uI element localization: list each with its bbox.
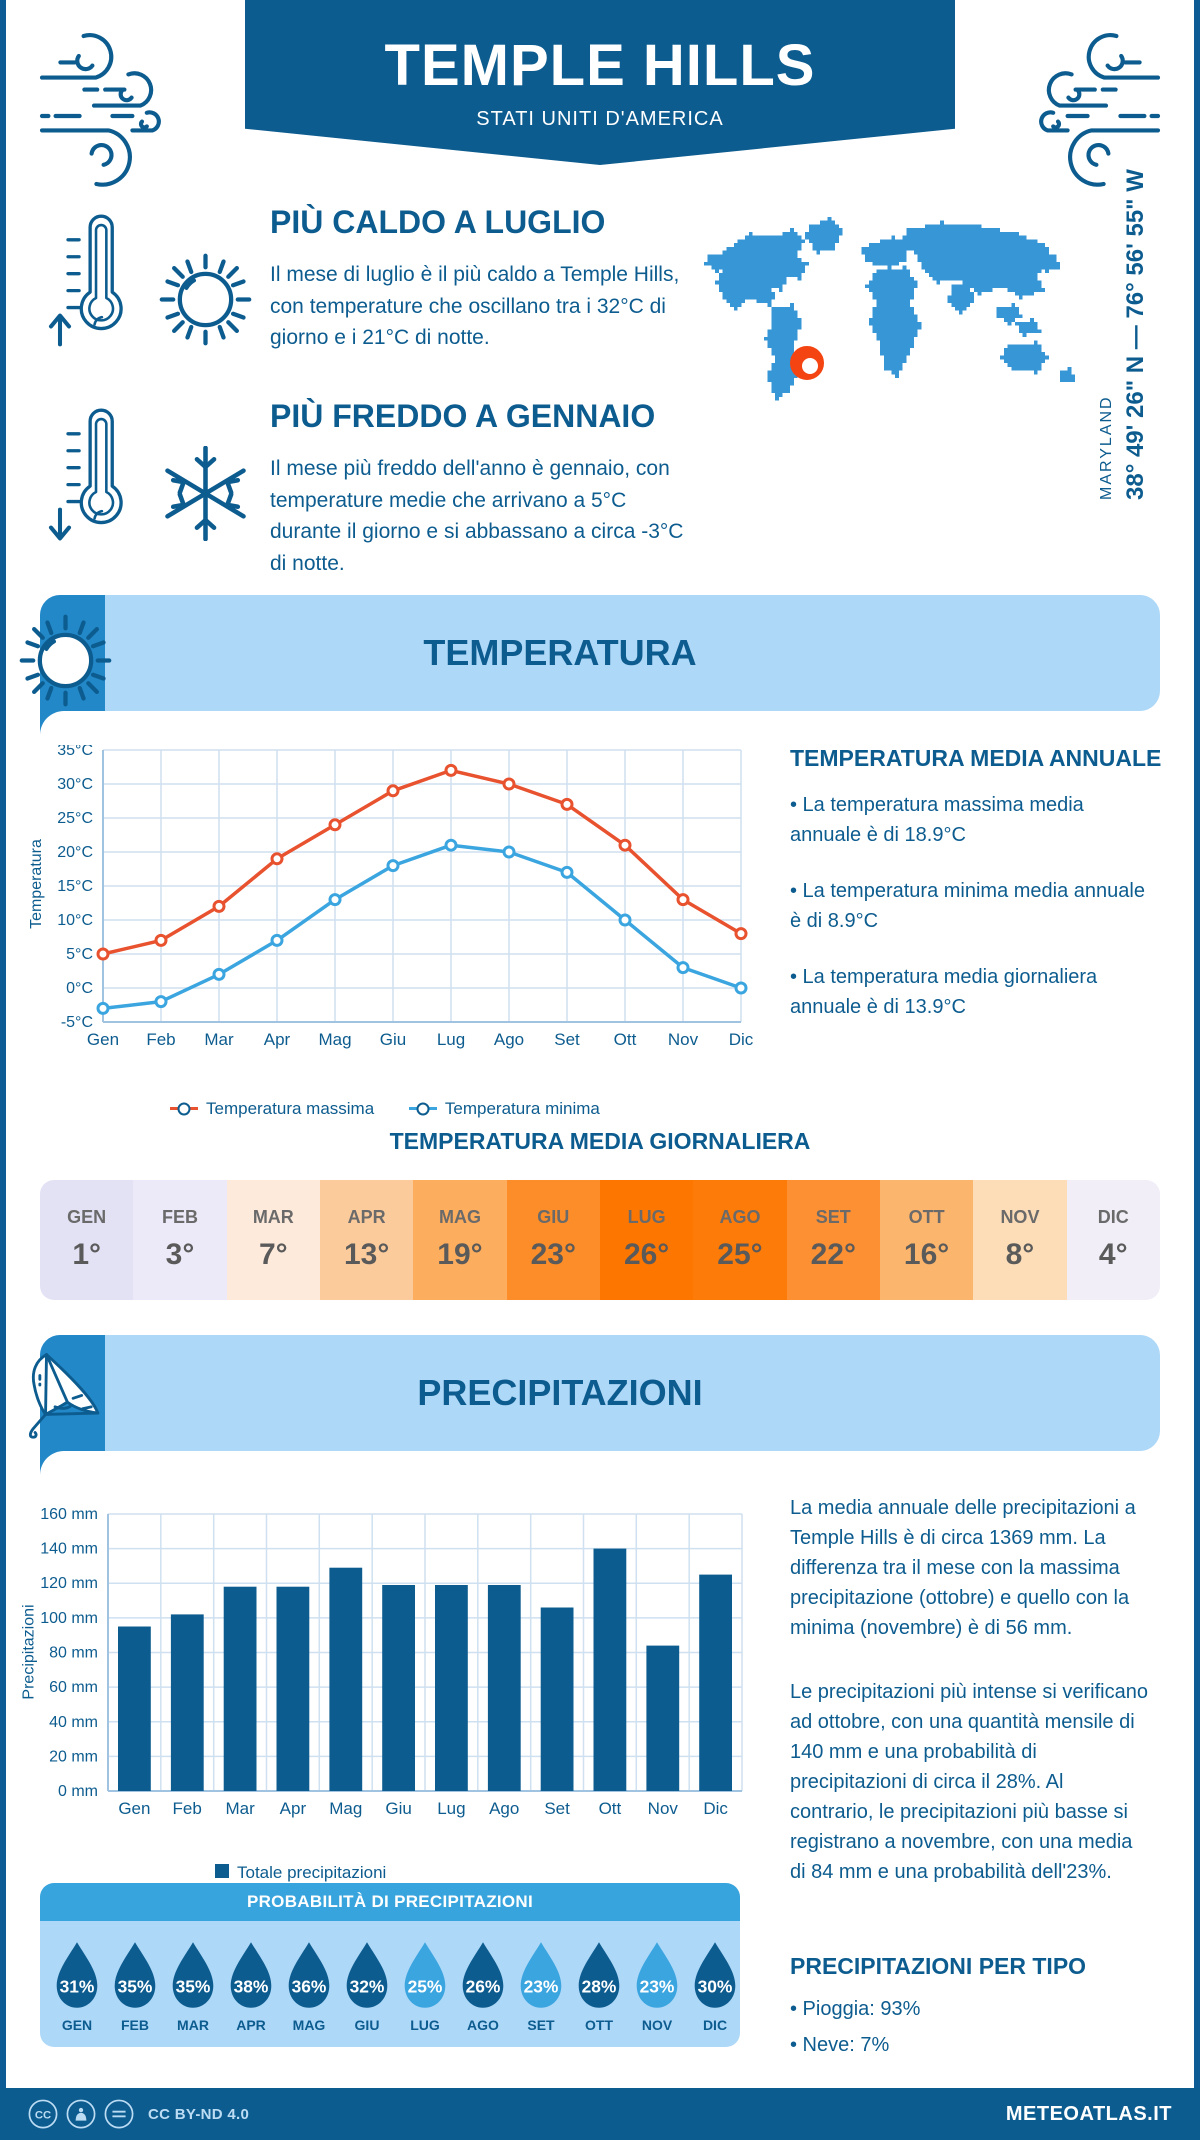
svg-text:Feb: Feb xyxy=(146,1030,175,1049)
svg-text:Lug: Lug xyxy=(437,1799,465,1818)
svg-text:25%: 25% xyxy=(408,1977,443,1997)
svg-text:Apr: Apr xyxy=(264,1030,291,1049)
svg-text:30°C: 30°C xyxy=(57,776,93,793)
svg-text:Mag: Mag xyxy=(329,1799,362,1818)
svg-text:140 mm: 140 mm xyxy=(40,1541,98,1558)
svg-text:0 mm: 0 mm xyxy=(58,1783,98,1800)
svg-text:Nov: Nov xyxy=(668,1030,699,1049)
svg-text:Gen: Gen xyxy=(87,1030,119,1049)
svg-text:Ago: Ago xyxy=(494,1030,524,1049)
svg-text:-5°C: -5°C xyxy=(61,1014,93,1031)
svg-text:Feb: Feb xyxy=(173,1799,202,1818)
svg-text:28%: 28% xyxy=(582,1977,617,1997)
svg-text:Lug: Lug xyxy=(437,1030,465,1049)
svg-text:Dic: Dic xyxy=(703,1799,728,1818)
svg-text:40 mm: 40 mm xyxy=(49,1714,98,1731)
svg-text:30%: 30% xyxy=(698,1977,733,1997)
svg-text:36%: 36% xyxy=(292,1977,327,1997)
svg-text:Mar: Mar xyxy=(204,1030,234,1049)
svg-text:Ott: Ott xyxy=(599,1799,622,1818)
svg-text:20 mm: 20 mm xyxy=(49,1748,98,1765)
svg-text:80 mm: 80 mm xyxy=(49,1645,98,1662)
svg-text:23%: 23% xyxy=(640,1977,675,1997)
svg-text:60 mm: 60 mm xyxy=(49,1679,98,1696)
svg-text:Set: Set xyxy=(554,1030,580,1049)
svg-text:120 mm: 120 mm xyxy=(40,1575,98,1592)
svg-text:10°C: 10°C xyxy=(57,912,93,929)
svg-text:25°C: 25°C xyxy=(57,810,93,827)
svg-text:32%: 32% xyxy=(350,1977,385,1997)
svg-text:35°C: 35°C xyxy=(57,745,93,759)
svg-text:23%: 23% xyxy=(524,1977,559,1997)
svg-text:5°C: 5°C xyxy=(66,946,93,963)
svg-text:38%: 38% xyxy=(234,1977,269,1997)
svg-text:35%: 35% xyxy=(118,1977,153,1997)
svg-text:15°C: 15°C xyxy=(57,878,93,895)
svg-text:Mag: Mag xyxy=(318,1030,351,1049)
svg-text:CC: CC xyxy=(35,2110,51,2122)
svg-text:Dic: Dic xyxy=(729,1030,754,1049)
svg-text:Gen: Gen xyxy=(118,1799,150,1818)
svg-text:Giu: Giu xyxy=(385,1799,411,1818)
svg-text:35%: 35% xyxy=(176,1977,211,1997)
svg-text:Set: Set xyxy=(544,1799,570,1818)
svg-text:0°C: 0°C xyxy=(66,980,93,997)
svg-text:Giu: Giu xyxy=(380,1030,406,1049)
svg-text:160 mm: 160 mm xyxy=(40,1506,98,1523)
svg-text:26%: 26% xyxy=(466,1977,501,1997)
svg-text:Ott: Ott xyxy=(614,1030,637,1049)
svg-text:31%: 31% xyxy=(60,1977,95,1997)
svg-text:Ago: Ago xyxy=(489,1799,519,1818)
svg-text:Mar: Mar xyxy=(225,1799,255,1818)
svg-text:Nov: Nov xyxy=(648,1799,679,1818)
svg-text:100 mm: 100 mm xyxy=(40,1610,98,1627)
svg-text:20°C: 20°C xyxy=(57,844,93,861)
svg-text:Apr: Apr xyxy=(280,1799,307,1818)
